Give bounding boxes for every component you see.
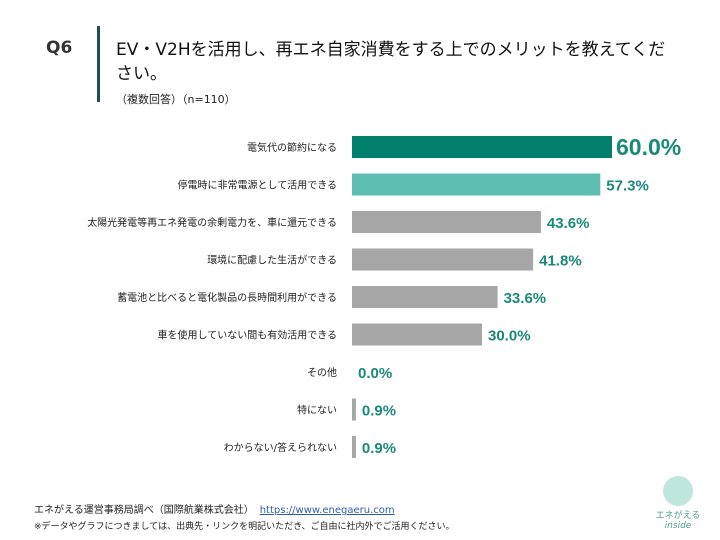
category-label: わからない/答えられない <box>224 441 337 454</box>
value-label: 41.8% <box>539 253 582 270</box>
bar <box>352 323 482 346</box>
category-label: 車を使用していない間も有効活用できる <box>158 329 338 342</box>
bar-chart: 電気代の節約になる 60.0% 停電時に非常電源として活用できる 57.3% 太陽光発電… <box>87 134 681 458</box>
chart-title: EV・V2Hを活用し、再エネ自家消費をする上でのメリットを教えてください。 <box>116 40 666 84</box>
value-label: 43.6% <box>547 215 590 232</box>
usage-note: ※データやグラフにつきましては、出典先・リンクを明記いただき、ご自由に社内外でご… <box>34 522 455 532</box>
category-label: 太陽光発電等再エネ発電の余剰電力を、車に還元できる <box>87 216 337 229</box>
value-label: 60.0% <box>616 134 681 160</box>
divider <box>97 26 100 102</box>
bar <box>352 173 601 196</box>
bar <box>352 436 356 458</box>
source: エネがえる運営事務局調べ（国際航業株式会社） https://www.enegae… <box>34 501 395 516</box>
value-label: 0.9% <box>362 440 396 457</box>
value-label: 33.6% <box>504 290 547 307</box>
bar <box>352 286 498 308</box>
value-label: 57.3% <box>606 178 649 195</box>
logo-icon <box>663 476 693 506</box>
logo: エネがえる inside <box>650 476 706 531</box>
chart-subtitle: （複数回答）（n=110） <box>116 93 236 106</box>
category-label: 停電時に非常電源として活用できる <box>178 179 338 192</box>
category-label: 特にない <box>297 405 337 417</box>
bar <box>352 398 356 421</box>
value-label: 0.9% <box>362 403 396 420</box>
logo-sub: inside <box>664 521 692 531</box>
source-text: エネがえる運営事務局調べ（国際航業株式会社） <box>34 505 254 516</box>
question-number: Q6 <box>46 38 73 58</box>
bar <box>352 248 534 271</box>
category-label: その他 <box>307 366 337 379</box>
category-label: 蓄電池と比べると電化製品の長時間利用ができる <box>117 291 337 304</box>
category-label: 電気代の節約になる <box>247 141 337 154</box>
value-label: 0.0% <box>358 365 392 382</box>
bar <box>352 136 612 158</box>
source-link[interactable]: https://www.enegaeru.com <box>259 505 395 516</box>
logo-text: エネがえる <box>655 511 701 521</box>
category-label: 環境に配慮した生活ができる <box>207 254 337 267</box>
bar <box>352 211 541 233</box>
value-label: 30.0% <box>488 328 531 345</box>
